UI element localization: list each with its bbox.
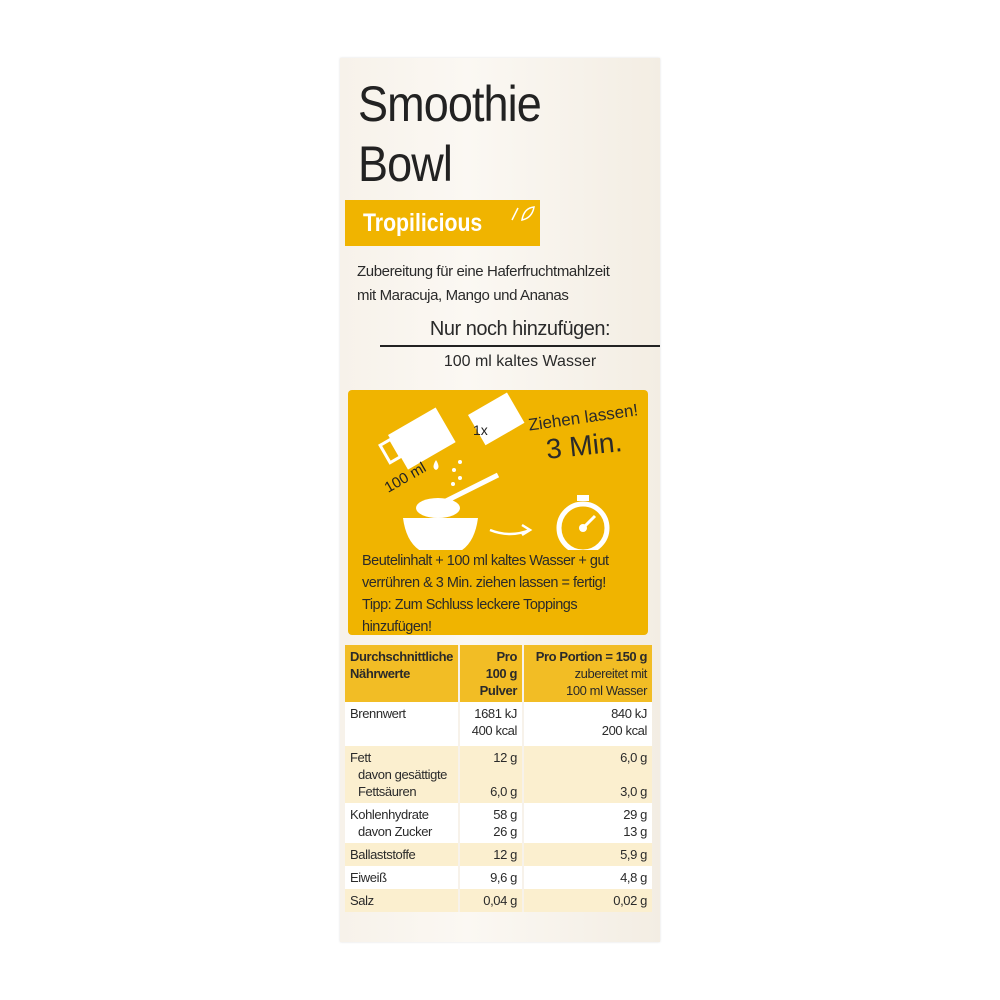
tip-line: Tipp: Zum Schluss leckere Toppings hinzu…	[362, 597, 578, 635]
header-text: Pro	[496, 649, 518, 664]
product-description: Zubereitung für eine Haferfruchtmahlzeit…	[357, 260, 610, 308]
header-text: 100 g	[485, 666, 518, 681]
cell: 840 kJ	[611, 706, 647, 721]
arrow-icon	[489, 523, 533, 537]
cell: 1681 kJ	[474, 706, 517, 721]
cell: 12 g	[493, 750, 517, 765]
row-label: Salz	[345, 889, 459, 912]
cell: 3,0 g	[620, 784, 647, 799]
cell: 5,9 g	[522, 843, 652, 866]
cell: 13 g	[623, 824, 647, 839]
header-text: Nährwerte	[350, 666, 410, 681]
header-text: Pulver	[479, 683, 518, 698]
cell: 9,6 g	[458, 866, 523, 889]
cell: 26 g	[493, 824, 517, 839]
header-subtext: zubereitet mit	[574, 666, 648, 681]
description-line: mit Maracuja, Mango und Ananas	[357, 287, 569, 304]
row-label: davon Zucker	[358, 824, 432, 839]
cell: 4,8 g	[522, 866, 652, 889]
cell: 12 g	[458, 843, 523, 866]
cell: 0,04 g	[458, 889, 523, 912]
header-subtext: 100 ml Wasser	[565, 683, 647, 698]
table-row: Eiweiß 9,6 g 4,8 g	[345, 866, 652, 889]
step-line: Beutelinhalt + 100 ml kaltes Wasser + gu…	[362, 553, 609, 569]
add-item: 100 ml kaltes Wasser	[443, 353, 597, 370]
header-text: Durchschnittliche	[350, 649, 453, 664]
header-text: Pro Portion = 150 g	[535, 649, 648, 664]
sachet-icon	[468, 392, 525, 446]
row-label: davon gesättigte	[358, 767, 448, 782]
table-row: Ballaststoffe 12 g 5,9 g	[345, 843, 652, 866]
row-label: Brennwert	[350, 706, 406, 721]
preparation-steps: Beutelinhalt + 100 ml kaltes Wasser + gu…	[362, 550, 648, 638]
cell: 200 kcal	[601, 723, 648, 738]
measuring-jug-icon	[378, 407, 456, 470]
row-label: Ballaststoffe	[345, 843, 459, 866]
leaf-icon	[511, 206, 535, 221]
step-line: verrühren & 3 Min. ziehen lassen = ferti…	[362, 575, 606, 591]
row-label: Fett	[350, 750, 371, 765]
cell: 6,0 g	[620, 750, 647, 765]
table-row: Kohlenhydrate davon Zucker 58 g 26 g 29 g 1…	[345, 803, 652, 843]
cell: 400 kcal	[471, 723, 518, 738]
product-title-line2: Bowl	[358, 136, 453, 192]
preparation-illustration: 100 ml 1x	[378, 392, 610, 550]
water-drop-icon	[433, 460, 439, 470]
bowl-icon	[403, 472, 500, 550]
table-row: Brennwert 1681 kJ 400 kcal 840 kJ 200 kcal	[345, 702, 652, 746]
description-line: Zubereitung für eine Haferfruchtmahlzeit	[357, 263, 610, 280]
nutrition-table: Durchschnittliche Nährwerte Pro 100 g Pulve…	[345, 645, 652, 912]
variant-name: Tropilicious	[363, 209, 483, 237]
product-panel: Smoothie Bowl Tropilicious Zubereitung f…	[340, 58, 660, 942]
row-label: Kohlenhydrate	[350, 807, 429, 822]
row-label: Fettsäuren	[358, 784, 417, 799]
cell: 29 g	[623, 807, 647, 822]
cell: 6,0 g	[490, 784, 517, 799]
variant-banner: Tropilicious	[345, 200, 540, 246]
table-row: Salz 0,04 g 0,02 g	[345, 889, 652, 912]
add-heading: Nur noch hinzufügen:	[380, 318, 660, 347]
cell: 58 g	[493, 807, 517, 822]
product-title-line1: Smoothie	[358, 76, 542, 132]
cell: 0,02 g	[522, 889, 652, 912]
stopwatch-icon	[556, 495, 610, 550]
table-header: Durchschnittliche Nährwerte Pro 100 g Pulve…	[345, 645, 652, 702]
sachet-label: 1x	[473, 422, 488, 438]
row-label: Eiweiß	[345, 866, 459, 889]
instructions-box: 100 ml 1x Ziehen lassen! 3 Min. Beutelin…	[348, 390, 648, 635]
table-row: Fett davon gesättigte Fettsäuren 12 g 6,0 g…	[345, 746, 652, 803]
